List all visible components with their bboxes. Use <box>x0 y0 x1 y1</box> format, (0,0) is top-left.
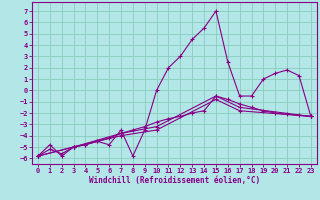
X-axis label: Windchill (Refroidissement éolien,°C): Windchill (Refroidissement éolien,°C) <box>89 176 260 185</box>
